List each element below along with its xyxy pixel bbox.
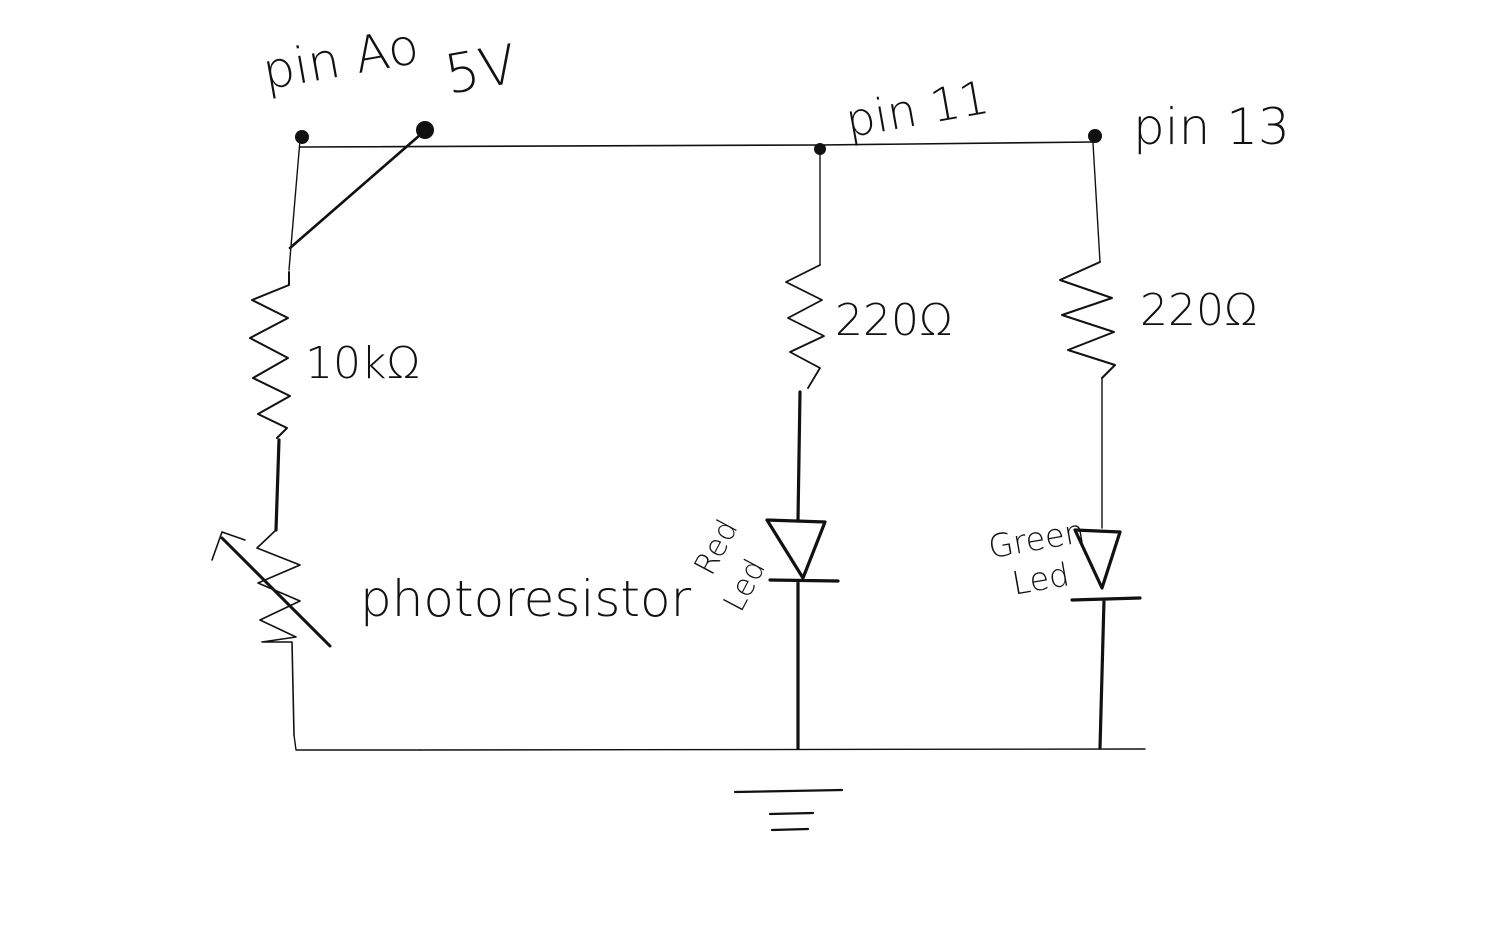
resistor-10k — [249, 271, 291, 439]
photoresistor-arrow — [220, 536, 332, 648]
green-led-symbol — [1070, 528, 1142, 750]
ground-symbol — [733, 788, 844, 832]
resistor-220-pin11 — [785, 264, 825, 389]
resistor-220-pin13 — [1059, 261, 1116, 379]
label-5v: 5V — [440, 32, 522, 107]
label-resistor-220-pin13: 220Ω — [1140, 285, 1258, 336]
label-photoresistor: photoresistor — [360, 570, 692, 628]
top-rail-wire — [299, 141, 1096, 148]
label-resistor-220-pin11: 220Ω — [835, 295, 953, 346]
terminal-pin-a0 — [295, 130, 309, 144]
photoresistor-arrowhead — [211, 531, 246, 561]
photoresistor-symbol — [256, 529, 301, 736]
left-branch-wire — [288, 139, 301, 271]
label-pin-13: pin 13 — [1133, 98, 1290, 156]
terminal-pin-11 — [814, 143, 826, 155]
left-mid-wire — [274, 438, 281, 532]
ground-rail-wire — [419, 748, 1146, 751]
left-ground-wire — [293, 734, 421, 751]
label-resistor-10k: 10kΩ — [305, 338, 421, 389]
red-led-symbol — [765, 518, 840, 750]
middle-lower-wire — [796, 390, 802, 522]
right-branch-wire — [1092, 142, 1101, 263]
terminal-pin-13 — [1088, 129, 1102, 143]
five-v-wire — [288, 133, 422, 250]
